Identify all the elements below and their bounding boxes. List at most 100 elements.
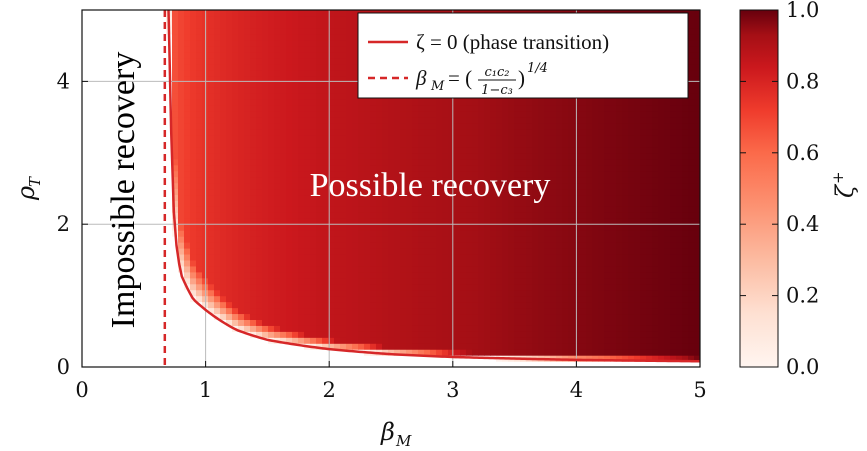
heatmap-cell bbox=[292, 10, 299, 17]
heatmap-cell bbox=[238, 319, 245, 326]
heatmap-cell bbox=[478, 164, 485, 172]
heatmap-cell bbox=[268, 176, 275, 184]
heatmap-cell bbox=[382, 319, 389, 326]
heatmap-cell bbox=[478, 224, 485, 231]
heatmap-cell bbox=[298, 218, 305, 225]
heatmap-cell bbox=[460, 129, 467, 136]
heatmap-cell bbox=[220, 63, 227, 71]
heatmap-cell bbox=[682, 224, 689, 231]
heatmap-cell bbox=[232, 283, 239, 291]
heatmap-cell bbox=[658, 248, 665, 255]
heatmap-cell bbox=[466, 236, 473, 243]
heatmap-cell bbox=[292, 152, 299, 160]
heatmap-cell bbox=[430, 105, 437, 112]
heatmap-cell bbox=[274, 57, 281, 65]
heatmap-cell bbox=[436, 325, 443, 332]
heatmap-cell bbox=[424, 259, 431, 267]
heatmap-cell bbox=[676, 111, 683, 118]
heatmap-cell bbox=[580, 248, 587, 255]
heatmap-cell bbox=[232, 248, 239, 255]
heatmap-cell bbox=[244, 259, 251, 267]
heatmap-cell bbox=[328, 265, 335, 273]
heatmap-cell bbox=[274, 140, 281, 148]
heatmap-cell bbox=[610, 146, 617, 154]
heatmap-cell bbox=[598, 236, 605, 243]
heatmap-cell bbox=[370, 134, 377, 142]
heatmap-cell bbox=[520, 105, 527, 112]
heatmap-cell bbox=[430, 134, 437, 142]
heatmap-cell bbox=[190, 75, 197, 82]
heatmap-cell bbox=[496, 134, 503, 142]
heatmap-cell bbox=[412, 176, 419, 184]
heatmap-cell bbox=[310, 33, 317, 41]
heatmap-cell bbox=[364, 212, 371, 219]
heatmap-cell bbox=[322, 319, 329, 326]
heatmap-cell bbox=[196, 27, 203, 35]
heatmap-cell bbox=[244, 265, 251, 273]
heatmap-cell bbox=[604, 224, 611, 231]
heatmap-cell bbox=[688, 105, 695, 112]
heatmap-cell bbox=[478, 117, 485, 124]
heatmap-cell bbox=[472, 289, 479, 297]
heatmap-cell bbox=[388, 182, 395, 190]
heatmap-cell bbox=[292, 105, 299, 112]
heatmap-cell bbox=[430, 319, 437, 326]
heatmap-cell bbox=[268, 134, 275, 142]
heatmap-cell bbox=[688, 33, 695, 41]
heatmap-cell bbox=[490, 140, 497, 148]
heatmap-cell bbox=[622, 283, 629, 291]
heatmap-cell bbox=[310, 337, 317, 344]
heatmap-cell bbox=[652, 343, 659, 350]
heatmap-cell bbox=[496, 194, 503, 201]
heatmap-cell bbox=[556, 212, 563, 219]
heatmap-cell bbox=[274, 10, 281, 17]
heatmap-cell bbox=[262, 134, 269, 142]
heatmap-cell bbox=[610, 123, 617, 130]
heatmap-cell bbox=[442, 325, 449, 332]
heatmap-cell bbox=[280, 21, 287, 29]
heatmap-cell bbox=[448, 134, 455, 142]
heatmap-cell bbox=[382, 230, 389, 237]
heatmap-cell bbox=[298, 271, 305, 279]
heatmap-cell bbox=[544, 194, 551, 201]
heatmap-cell bbox=[190, 87, 197, 94]
heatmap-cell bbox=[478, 295, 485, 303]
heatmap-cell bbox=[184, 212, 191, 219]
heatmap-cell bbox=[316, 51, 323, 59]
heatmap-cell bbox=[460, 188, 467, 196]
heatmap-cell bbox=[268, 248, 275, 255]
heatmap-cell bbox=[694, 170, 700, 178]
heatmap-cell bbox=[370, 331, 377, 338]
heatmap-cell bbox=[250, 158, 257, 166]
heatmap-cell bbox=[340, 277, 347, 285]
heatmap-cell bbox=[364, 253, 371, 261]
heatmap-cell bbox=[634, 355, 641, 362]
heatmap-cell bbox=[340, 51, 347, 59]
heatmap-cell bbox=[502, 129, 509, 136]
heatmap-cell bbox=[244, 140, 251, 148]
heatmap-cell bbox=[538, 325, 545, 332]
heatmap-cell bbox=[310, 152, 317, 160]
heatmap-cell bbox=[322, 307, 329, 315]
heatmap-cell bbox=[484, 337, 491, 344]
heatmap-cell bbox=[502, 289, 509, 297]
heatmap-cell bbox=[664, 164, 671, 172]
heatmap-cell bbox=[484, 200, 491, 207]
heatmap-cell bbox=[448, 117, 455, 124]
heatmap-cell bbox=[616, 140, 623, 148]
heatmap-cell bbox=[256, 301, 263, 309]
heatmap-cell bbox=[190, 200, 197, 207]
heatmap-cell bbox=[556, 230, 563, 237]
heatmap-cell bbox=[292, 206, 299, 213]
heatmap-cell bbox=[466, 111, 473, 118]
heatmap-cell bbox=[448, 253, 455, 261]
heatmap-cell bbox=[508, 176, 515, 184]
heatmap-cell bbox=[508, 277, 515, 285]
heatmap-cell bbox=[670, 152, 677, 160]
heatmap-cell bbox=[460, 289, 467, 297]
heatmap-cell bbox=[262, 277, 269, 285]
heatmap-cell bbox=[604, 129, 611, 136]
heatmap-cell bbox=[628, 337, 635, 344]
heatmap-cell bbox=[556, 123, 563, 130]
heatmap-cell bbox=[262, 253, 269, 261]
